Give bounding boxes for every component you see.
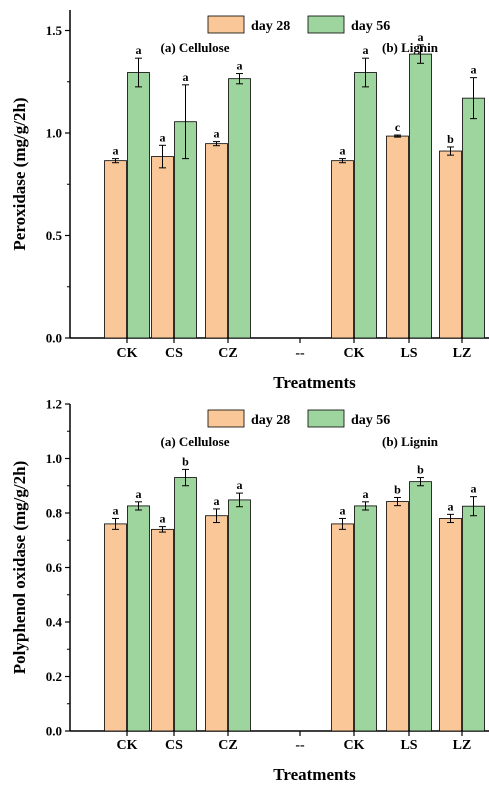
y-tick-label: 0.2	[46, 669, 62, 684]
bar-day56-CK	[354, 72, 377, 339]
x-tick-label: CK	[117, 738, 138, 753]
significance-letter: a	[136, 487, 142, 501]
significance-letter: a	[113, 144, 119, 158]
bar-day28-CS	[151, 528, 174, 732]
x-tick-label: LZ	[453, 738, 472, 753]
x-tick-label: --	[295, 346, 305, 361]
y-tick-label: 0.6	[46, 560, 63, 575]
significance-letter: a	[340, 144, 346, 158]
y-axis-title: Polyphenol oxidase (mg/g/2h)	[10, 461, 29, 674]
bar-day28-LS	[386, 135, 409, 339]
bar-day56-LZ	[462, 97, 485, 339]
significance-letter: a	[471, 482, 477, 496]
significance-letter: a	[448, 499, 454, 513]
x-tick-label: CK	[344, 738, 365, 753]
bar-day28-CZ	[205, 515, 228, 732]
y-tick-label: 1.0	[46, 451, 62, 466]
y-tick-label: 0.5	[46, 228, 63, 243]
significance-letter: a	[160, 512, 166, 526]
x-tick-label: LS	[400, 346, 417, 361]
bar-day56-CS	[174, 477, 197, 732]
bar-day28-CS	[151, 156, 174, 339]
bar-day28-LZ	[439, 150, 462, 339]
x-tick-label: CZ	[218, 346, 237, 361]
significance-letter: a	[136, 43, 142, 57]
significance-letter: a	[237, 59, 243, 73]
x-tick-label: CS	[165, 346, 183, 361]
x-tick-label: --	[295, 738, 305, 753]
bar-day56-LS	[409, 481, 432, 732]
legend-swatch-day28	[207, 15, 245, 34]
legend: day 28 day 56	[207, 15, 390, 34]
x-tick-label: CZ	[218, 738, 237, 753]
y-tick-label: 0.8	[46, 506, 63, 521]
bar-day56-CK	[127, 505, 150, 732]
significance-letter: a	[340, 503, 346, 517]
significance-letter: a	[471, 63, 477, 77]
x-tick-label: LS	[400, 738, 417, 753]
bar-day56-CZ	[228, 78, 251, 339]
significance-letter: c	[395, 120, 401, 134]
legend-label-day28: day 28	[251, 413, 290, 428]
y-tick-label: 0.0	[46, 331, 62, 346]
group-label-cellulose: (a) Cellulose	[161, 40, 230, 55]
x-tick-label: CK	[117, 346, 138, 361]
x-tick-label: CS	[165, 738, 183, 753]
legend: day 28 day 56	[207, 409, 390, 428]
group-label-cellulose: (a) Cellulose	[161, 434, 230, 449]
x-axis-title: Treatments	[273, 765, 356, 784]
bar-day28-CK	[104, 160, 127, 339]
significance-letter: a	[418, 30, 424, 44]
bar-day28-LS	[386, 501, 409, 732]
x-tick-label: CK	[344, 346, 365, 361]
bar-day28-LZ	[439, 518, 462, 732]
y-tick-label: 0.0	[46, 724, 62, 739]
significance-letter: a	[214, 494, 220, 508]
bar-day28-CK	[104, 523, 127, 732]
legend-swatch-day56	[307, 15, 345, 34]
significance-letter: a	[363, 43, 369, 57]
group-label-lignin: (b) Lignin	[382, 434, 439, 449]
significance-letter: a	[363, 487, 369, 501]
significance-letter: b	[182, 454, 189, 468]
y-tick-label: 1.5	[46, 23, 63, 38]
significance-letter: a	[237, 478, 243, 492]
bar-day28-CK	[331, 160, 354, 339]
group-label-lignin: (b) Lignin	[382, 40, 439, 55]
chart-panel-2: 0.0 0.2 0.4 0.6 0.8 1.0 1.2 Polyphenol oxidase …	[10, 397, 489, 784]
bar-day28-CK	[331, 523, 354, 732]
significance-letter: a	[183, 70, 189, 84]
significance-letter: b	[447, 132, 454, 146]
significance-letter: a	[160, 130, 166, 144]
x-tick-label: LZ	[453, 346, 472, 361]
x-axis-title: Treatments	[273, 373, 356, 392]
bar-day56-LZ	[462, 505, 485, 732]
bar-day28-CZ	[205, 143, 228, 339]
significance-letter: b	[417, 463, 424, 477]
chart-panel-1: 0.0 0.5 1.0 1.5 Peroxidase (mg/g/2h) CK CS CZ --…	[10, 10, 489, 392]
legend-label-day56: day 56	[351, 413, 390, 428]
bar-day56-LS	[409, 53, 432, 339]
significance-letter: b	[394, 482, 401, 496]
legend-swatch-day28	[207, 409, 245, 428]
legend-label-day56: day 56	[351, 19, 390, 34]
bar-day56-CZ	[228, 499, 251, 732]
y-tick-label: 1.0	[46, 126, 62, 141]
significance-letter: a	[214, 127, 220, 141]
bar-day56-CK	[354, 505, 377, 732]
legend-label-day28: day 28	[251, 19, 290, 34]
y-tick-label: 0.4	[46, 615, 63, 630]
y-axis-title: Peroxidase (mg/g/2h)	[10, 97, 29, 250]
y-tick-label: 1.2	[46, 397, 62, 412]
legend-swatch-day56	[307, 409, 345, 428]
bar-day56-CK	[127, 72, 150, 339]
significance-letter: a	[113, 503, 119, 517]
